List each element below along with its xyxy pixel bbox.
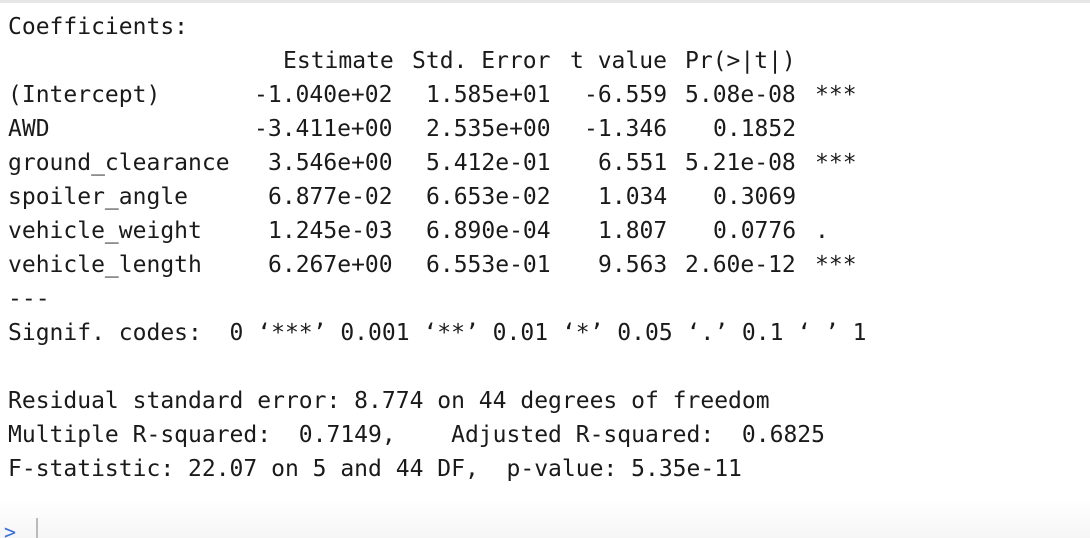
coefficients-header-row: Estimate Std. Error t value Pr(>|t|) — [0, 48, 1090, 74]
header-estimate: Estimate — [283, 48, 394, 74]
coef-p-value: 0.3069 — [713, 184, 797, 210]
coef-name: vehicle_length — [8, 252, 202, 278]
coef-estimate: -1.040e+02 — [254, 82, 393, 108]
coef-p-value: 2.60e-12 — [685, 252, 796, 278]
coef-std-error: 2.535e+00 — [426, 116, 551, 142]
console-input-area[interactable] — [0, 498, 1090, 538]
console-top-border — [0, 0, 1090, 3]
r-squared-line: Multiple R-squared: 0.7149, Adjusted R-s… — [8, 422, 825, 448]
coef-p-value: 0.0776 — [713, 218, 797, 244]
coef-p-value: 5.21e-08 — [685, 150, 796, 176]
coef-t-value: 9.563 — [598, 252, 668, 278]
coef-signif: . — [815, 218, 829, 244]
table-row: vehicle_length 6.267e+00 6.553e-01 9.563… — [0, 252, 1090, 278]
coef-std-error: 6.890e-04 — [426, 218, 551, 244]
table-row: vehicle_weight 1.245e-03 6.890e-04 1.807… — [0, 218, 1090, 244]
coef-p-value: 0.1852 — [713, 116, 797, 142]
coef-name: ground_clearance — [8, 150, 230, 176]
coef-estimate: 6.877e-02 — [268, 184, 393, 210]
header-t-value: t value — [570, 48, 667, 74]
header-std-error: Std. Error — [412, 48, 551, 74]
coef-name: AWD — [8, 116, 50, 142]
coef-signif: *** — [815, 252, 857, 278]
coef-name: spoiler_angle — [8, 184, 189, 210]
console-prompt-icon: > — [4, 520, 17, 538]
coef-estimate: 1.245e-03 — [268, 218, 393, 244]
r-squared-text: Multiple R-squared: 0.7149, Adjusted R-s… — [8, 422, 825, 448]
coef-t-value: 1.807 — [598, 218, 668, 244]
header-p-value: Pr(>|t|) — [685, 48, 796, 74]
coef-estimate: 6.267e+00 — [268, 252, 393, 278]
table-row: ground_clearance 3.546e+00 5.412e-01 6.5… — [0, 150, 1090, 176]
coef-t-value: -1.346 — [584, 116, 668, 142]
coef-estimate: -3.411e+00 — [254, 116, 393, 142]
signif-codes-line: Signif. codes: 0 ‘***’ 0.001 ‘**’ 0.01 ‘… — [8, 320, 867, 346]
separator-line: --- — [8, 286, 50, 312]
coef-signif: *** — [815, 150, 857, 176]
coef-std-error: 5.412e-01 — [426, 150, 551, 176]
coef-p-value: 5.08e-08 — [685, 82, 796, 108]
coef-std-error: 6.653e-02 — [426, 184, 551, 210]
coef-t-value: 6.551 — [598, 150, 668, 176]
coef-name: (Intercept) — [8, 82, 161, 108]
residual-error-line: Residual standard error: 8.774 on 44 deg… — [8, 388, 770, 414]
table-row: spoiler_angle 6.877e-02 6.653e-02 1.034 … — [0, 184, 1090, 210]
coefficients-heading: Coefficients: — [8, 14, 189, 40]
coef-t-value: -6.559 — [584, 82, 668, 108]
coef-t-value: 1.034 — [598, 184, 668, 210]
coef-signif: *** — [815, 82, 857, 108]
console-cursor — [36, 518, 38, 538]
coef-std-error: 6.553e-01 — [426, 252, 551, 278]
table-row: AWD -3.411e+00 2.535e+00 -1.346 0.1852 — [0, 116, 1090, 142]
table-row: (Intercept) -1.040e+02 1.585e+01 -6.559 … — [0, 82, 1090, 108]
coef-name: vehicle_weight — [8, 218, 202, 244]
coef-std-error: 1.585e+01 — [426, 82, 551, 108]
f-statistic-line: F-statistic: 22.07 on 5 and 44 DF, p-val… — [8, 456, 742, 482]
coef-estimate: 3.546e+00 — [268, 150, 393, 176]
